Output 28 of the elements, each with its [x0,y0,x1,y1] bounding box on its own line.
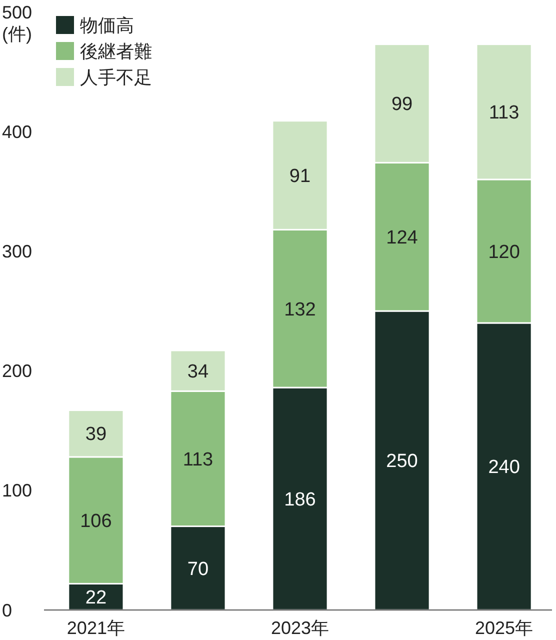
data-label: 250 [386,451,418,472]
data-label: 70 [187,558,209,580]
y-tick-label: 100 [2,480,32,501]
data-label: 99 [391,94,413,116]
data-label: 120 [488,242,520,263]
data-label: 240 [488,457,520,478]
data-label: 106 [80,510,112,532]
y-tick-label: 500 [2,2,32,22]
data-label: 22 [85,587,107,608]
data-label: 113 [182,449,214,470]
legend-label: 物価高 [80,15,134,36]
data-label: 132 [284,299,316,320]
data-label: 39 [85,424,107,446]
data-label: 186 [284,489,316,510]
y-axis-title: (件) [2,24,32,44]
data-label: 113 [488,102,520,124]
x-tick-label: 2021年 [66,618,125,638]
x-tick-label: 2023年 [270,618,330,638]
y-tick-label: 400 [2,122,32,142]
x-tick-label: 2025年 [475,618,534,638]
data-label: 91 [289,166,311,187]
data-label: 124 [386,228,418,248]
legend-label: 後継者難 [80,41,152,62]
y-tick-label: 300 [2,242,32,262]
y-tick-label: 0 [2,600,12,620]
legend-label: 人手不足 [80,67,152,88]
data-label: 34 [187,361,209,382]
y-tick-label: 200 [2,361,32,382]
